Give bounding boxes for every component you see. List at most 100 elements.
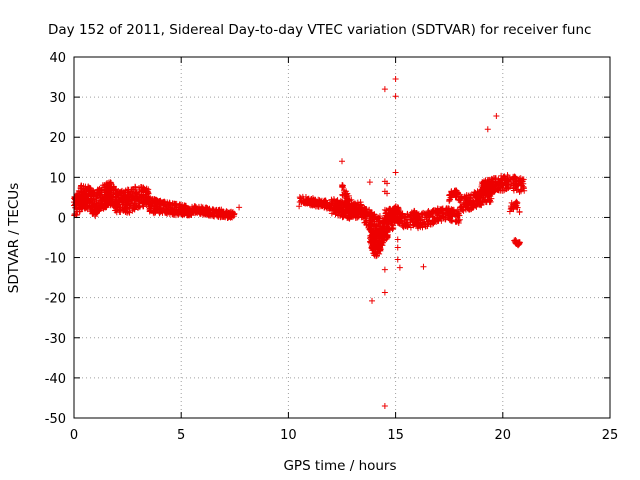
data-point <box>151 205 158 212</box>
data-point <box>223 209 230 216</box>
outlier-point <box>369 297 376 304</box>
data-point <box>380 230 387 237</box>
data-point <box>84 202 91 209</box>
data-point <box>80 189 87 196</box>
data-point <box>94 201 101 208</box>
data-point <box>203 204 210 211</box>
data-point <box>96 207 103 214</box>
data-point <box>343 198 350 205</box>
data-point <box>116 204 123 211</box>
data-point <box>362 205 369 212</box>
data-point <box>368 240 375 247</box>
data-point <box>418 211 425 218</box>
y-tick-label: 40 <box>49 51 66 66</box>
data-point <box>154 201 161 208</box>
data-point <box>373 243 380 250</box>
data-point <box>381 220 388 227</box>
outlier-point <box>420 263 427 270</box>
data-point <box>331 197 338 204</box>
outlier-point <box>394 236 401 243</box>
data-point <box>306 197 313 204</box>
data-point <box>214 211 221 218</box>
data-point <box>104 193 111 200</box>
data-point <box>520 183 527 190</box>
data-point <box>434 215 441 222</box>
data-point <box>382 210 389 217</box>
data-point <box>152 197 159 204</box>
data-point <box>488 180 495 187</box>
data-point <box>448 192 455 199</box>
data-point <box>323 201 330 208</box>
data-point <box>432 207 439 214</box>
data-point <box>184 212 191 219</box>
data-point <box>114 199 121 206</box>
data-point <box>92 208 99 215</box>
outlier-point <box>366 179 373 186</box>
data-point <box>385 216 392 223</box>
data-point <box>368 237 375 244</box>
data-point <box>139 200 146 207</box>
data-point <box>339 208 346 215</box>
data-point <box>165 202 172 209</box>
data-point <box>328 200 335 207</box>
outlier-point <box>394 256 401 263</box>
data-point <box>158 205 165 212</box>
data-point <box>505 179 512 186</box>
data-point <box>302 194 309 201</box>
data-point <box>336 201 343 208</box>
y-tick-label: -40 <box>45 372 66 387</box>
data-point <box>366 217 373 224</box>
data-point <box>516 240 523 247</box>
data-point <box>215 210 222 217</box>
data-point <box>370 250 377 257</box>
data-point <box>118 190 125 197</box>
data-point <box>446 196 453 203</box>
data-point <box>516 209 523 216</box>
data-point <box>438 217 445 224</box>
data-point <box>418 222 425 229</box>
data-point <box>386 206 393 213</box>
data-point <box>367 225 374 232</box>
data-point <box>309 202 316 209</box>
data-point <box>210 207 217 214</box>
data-point <box>473 200 480 207</box>
data-point <box>174 209 181 216</box>
outlier-point <box>392 93 399 100</box>
data-point <box>511 201 518 208</box>
y-tick-label: -20 <box>45 292 66 307</box>
data-point <box>446 216 453 223</box>
data-point <box>351 205 358 212</box>
data-point <box>414 223 421 230</box>
x-tick-label: 10 <box>280 428 297 443</box>
data-point <box>374 240 381 247</box>
data-point <box>410 209 417 216</box>
data-point <box>402 223 409 230</box>
data-point <box>426 210 433 217</box>
data-point <box>423 216 430 223</box>
data-point <box>129 204 136 211</box>
data-point <box>463 202 470 209</box>
chart-title: Day 152 of 2011, Sidereal Day-to-day VTE… <box>48 22 591 38</box>
data-point <box>85 185 92 192</box>
data-point <box>130 199 137 206</box>
data-point <box>98 187 105 193</box>
data-point <box>129 190 136 197</box>
data-point <box>107 179 114 186</box>
data-point <box>345 213 352 220</box>
data-point <box>502 186 509 193</box>
data-point <box>106 186 113 193</box>
data-point <box>479 179 486 186</box>
data-point <box>348 196 355 203</box>
data-point <box>502 175 509 182</box>
axes: 0 5 10 15 20 25 40 30 20 10 0 -10 -20 -30 -40 -50 <box>45 51 619 443</box>
data-point <box>486 192 493 199</box>
data-point <box>321 204 328 211</box>
data-point <box>138 184 145 191</box>
data-point <box>415 220 422 227</box>
data-point <box>399 210 406 217</box>
data-point <box>482 189 489 196</box>
y-tick-label: 0 <box>58 211 66 226</box>
data-point <box>397 217 404 224</box>
data-point <box>508 205 515 212</box>
data-point <box>76 208 83 215</box>
